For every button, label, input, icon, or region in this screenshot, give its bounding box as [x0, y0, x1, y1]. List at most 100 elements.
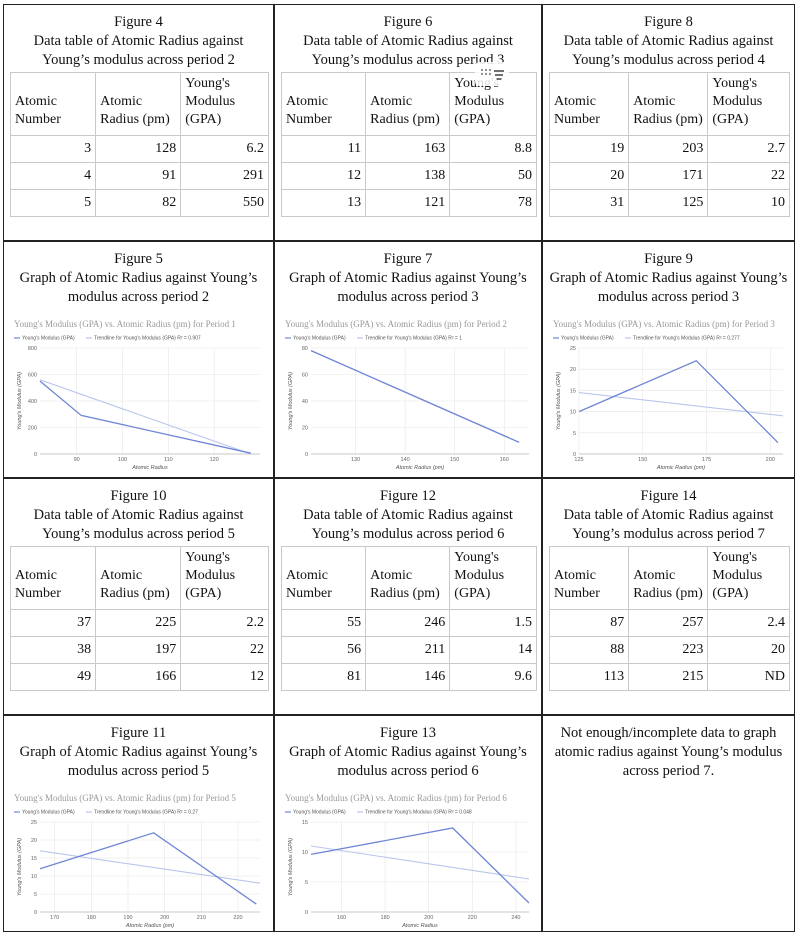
- x-tick-label: 200: [424, 915, 433, 921]
- trendline: [578, 391, 784, 417]
- table-row: 19 203 2.7: [548, 135, 790, 163]
- x-tick-label: 160: [500, 457, 509, 463]
- table-cell: 20: [707, 636, 790, 664]
- figure-title: Data table of Atomic Radius against Youn…: [33, 33, 244, 68]
- table-cell: 78: [449, 189, 537, 217]
- table-cell: 81: [280, 663, 367, 691]
- figure-grid: Figure 4 Data table of Atomic Radius aga…: [3, 4, 795, 932]
- y-tick-label: 0: [305, 452, 308, 458]
- y-tick-label: 15: [570, 388, 576, 394]
- y-tick-label: 60: [302, 373, 308, 379]
- legend-trend-label: Trendline for Young's Modulus (GPA) R² =…: [633, 336, 740, 342]
- figure-6-caption: Figure 6 Data table of Atomic Radius aga…: [275, 5, 541, 70]
- y-tick-label: 25: [31, 820, 37, 826]
- table-cell: 163: [365, 135, 451, 163]
- table-cell: 171: [628, 162, 709, 190]
- table-cell: 223: [628, 636, 709, 664]
- column-header: Young's Modulus (GPA): [707, 72, 790, 136]
- x-tick-label: 130: [351, 457, 360, 463]
- cell-figure-11: Figure 11 Graph of Atomic Radius against…: [3, 715, 274, 932]
- legend-series-label: Young's Modulus (GPA): [22, 336, 75, 342]
- y-tick-label: 400: [28, 399, 37, 405]
- figure-label: Figure 7: [383, 251, 433, 267]
- figure-label: Figure 4: [114, 14, 163, 30]
- x-tick-label: 90: [74, 457, 80, 463]
- y-axis-label: Young's Modulus (GPA): [17, 372, 23, 430]
- table-cell: 10: [707, 189, 790, 217]
- figure-12-caption: Figure 12 Data table of Atomic Radius ag…: [275, 479, 541, 544]
- table-cell: ND: [707, 663, 790, 691]
- figure-label: Figure 12: [380, 488, 436, 504]
- chart-period-5: Young's Modulus (GPA) vs. Atomic Radius …: [14, 792, 266, 929]
- figure-label: Figure 9: [644, 251, 693, 267]
- table-row: 88 223 20: [548, 636, 790, 664]
- trendline: [39, 850, 261, 884]
- column-header: Young's Modulus (GPA): [707, 546, 790, 610]
- figure-7-caption: Figure 7 Graph of Atomic Radius against …: [275, 242, 541, 307]
- table-cell: 19: [548, 135, 630, 163]
- data-table-period-5: Atomic Number Atomic Radius (pm) Young's M…: [9, 546, 269, 691]
- legend-trend-label: Trendline for Young's Modulus (GPA) R² =…: [365, 810, 472, 816]
- y-axis-label: Young's Modulus (GPA): [288, 838, 294, 896]
- series-line: [39, 832, 257, 905]
- table-row: 20 171 22: [548, 162, 790, 190]
- y-tick-label: 20: [31, 838, 37, 844]
- data-table-period-7: Atomic Number Atomic Radius (pm) Young's M…: [548, 546, 790, 691]
- series-line: [310, 350, 520, 443]
- table-cell: 82: [95, 189, 182, 217]
- table-cell: 246: [365, 609, 451, 637]
- x-tick-label: 180: [381, 915, 390, 921]
- table-cell: 291: [180, 162, 269, 190]
- x-axis-label: Atomic Radius (pm): [656, 465, 705, 471]
- table-cell: 11: [280, 135, 367, 163]
- table-cell: 3: [9, 135, 97, 163]
- x-tick-label: 220: [468, 915, 477, 921]
- x-tick-label: 140: [401, 457, 410, 463]
- y-tick-label: 800: [28, 346, 37, 352]
- x-tick-label: 110: [164, 457, 173, 463]
- y-tick-label: 0: [34, 910, 37, 916]
- table-cell: 125: [628, 189, 709, 217]
- column-header: Atomic Number: [548, 546, 630, 610]
- table-cell: 2.4: [707, 609, 790, 637]
- column-header: Atomic Radius (pm): [95, 546, 182, 610]
- figure-9-caption: Figure 9 Graph of Atomic Radius against …: [543, 242, 794, 307]
- chart-title: Young's Modulus (GPA) vs. Atomic Radius …: [553, 319, 775, 329]
- legend-series-label: Young's Modulus (GPA): [22, 810, 75, 816]
- column-header: Atomic Number: [548, 72, 630, 136]
- table-cell: 257: [628, 609, 709, 637]
- chart-svg: Young's Modulus (GPA) vs. Atomic Radius …: [285, 319, 529, 471]
- figure-13-caption: Figure 13 Graph of Atomic Radius against…: [275, 716, 541, 781]
- table-cell: 14: [449, 636, 537, 664]
- table-cell: 12: [180, 663, 269, 691]
- figure-14-caption: Figure 14 Data table of Atomic Radius ag…: [543, 479, 794, 544]
- table-cell: 211: [365, 636, 451, 664]
- figure-label: Figure 5: [114, 251, 163, 267]
- x-tick-label: 175: [702, 457, 711, 463]
- cell-figure-5: Figure 5 Graph of Atomic Radius against …: [3, 241, 274, 478]
- y-tick-label: 80: [302, 346, 308, 352]
- x-tick-label: 150: [450, 457, 459, 463]
- table-row: 11 163 8.8: [280, 135, 537, 163]
- figure-label: Figure 10: [110, 488, 167, 504]
- figure-label: Figure 11: [110, 725, 167, 741]
- table-menu-icon[interactable]: [475, 62, 509, 86]
- x-tick-label: 100: [118, 457, 127, 463]
- column-header: Atomic Radius (pm): [628, 546, 709, 610]
- data-table-period-6: Atomic Number Atomic Radius (pm) Young's M…: [280, 546, 537, 691]
- legend-series-label: Young's Modulus (GPA): [293, 336, 346, 342]
- table-row: 113 215 ND: [548, 663, 790, 691]
- table-row: 38 197 22: [9, 636, 269, 664]
- chart-title: Young's Modulus (GPA) vs. Atomic Radius …: [14, 793, 236, 803]
- x-tick-label: 120: [210, 457, 219, 463]
- column-header: Atomic Radius (pm): [95, 72, 182, 136]
- table-cell: 2.2: [180, 609, 269, 637]
- table-cell: 20: [548, 162, 630, 190]
- table-cell: 91: [95, 162, 182, 190]
- y-tick-label: 10: [31, 874, 37, 880]
- cell-figure-10: Figure 10 Data table of Atomic Radius ag…: [3, 478, 274, 715]
- cell-figure-9: Figure 9 Graph of Atomic Radius against …: [542, 241, 795, 478]
- table-row: 55 246 1.5: [280, 609, 537, 637]
- column-header: Young's Modulus (GPA): [449, 546, 537, 610]
